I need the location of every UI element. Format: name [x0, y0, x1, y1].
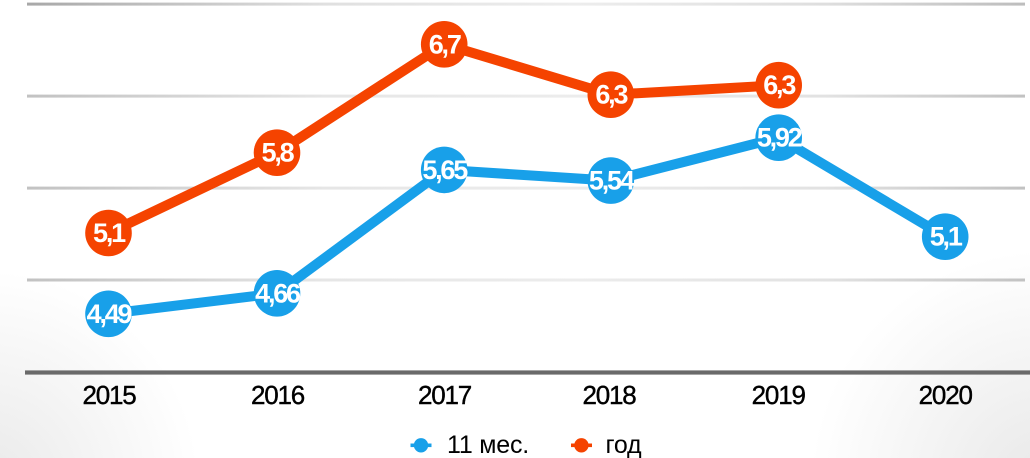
svg-text:5,92: 5,92: [757, 123, 802, 153]
svg-text:5,65: 5,65: [422, 155, 468, 185]
svg-text:2019: 2019: [752, 380, 806, 410]
svg-text:4,66: 4,66: [255, 278, 301, 308]
svg-text:5,8: 5,8: [262, 138, 295, 168]
svg-text:6,3: 6,3: [763, 70, 796, 100]
svg-text:4,49: 4,49: [87, 299, 133, 329]
svg-text:год: год: [606, 431, 643, 458]
svg-text:2017: 2017: [418, 380, 472, 410]
svg-text:2016: 2016: [251, 380, 305, 410]
svg-text:2020: 2020: [919, 380, 973, 410]
svg-text:6,7: 6,7: [429, 29, 461, 59]
svg-text:5,1: 5,1: [930, 222, 963, 252]
svg-text:5,1: 5,1: [93, 218, 126, 248]
svg-text:2015: 2015: [82, 380, 136, 410]
svg-text:11 мес.: 11 мес.: [447, 431, 529, 458]
svg-text:5,54: 5,54: [589, 166, 635, 196]
svg-text:6,3: 6,3: [595, 80, 628, 110]
svg-text:2018: 2018: [582, 380, 636, 410]
